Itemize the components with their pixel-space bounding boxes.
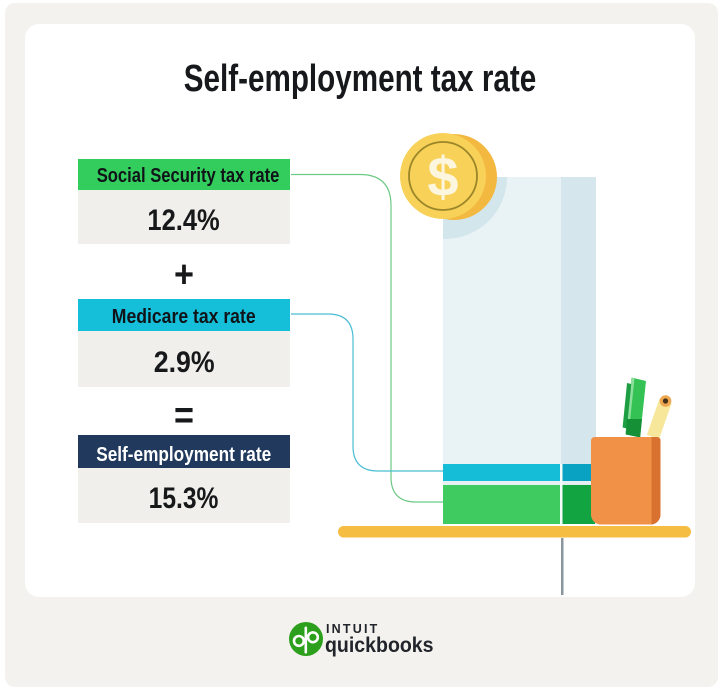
svg-text:$: $ (427, 145, 458, 208)
